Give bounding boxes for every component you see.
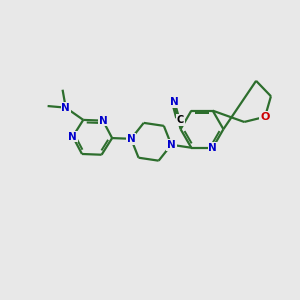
Text: N: N bbox=[127, 134, 136, 144]
Text: N: N bbox=[169, 97, 178, 107]
Text: N: N bbox=[61, 103, 70, 112]
Text: N: N bbox=[208, 143, 217, 153]
Text: O: O bbox=[260, 112, 270, 122]
Text: N: N bbox=[99, 116, 107, 126]
Text: N: N bbox=[68, 132, 77, 142]
Text: C: C bbox=[177, 115, 184, 125]
Text: N: N bbox=[167, 140, 176, 150]
